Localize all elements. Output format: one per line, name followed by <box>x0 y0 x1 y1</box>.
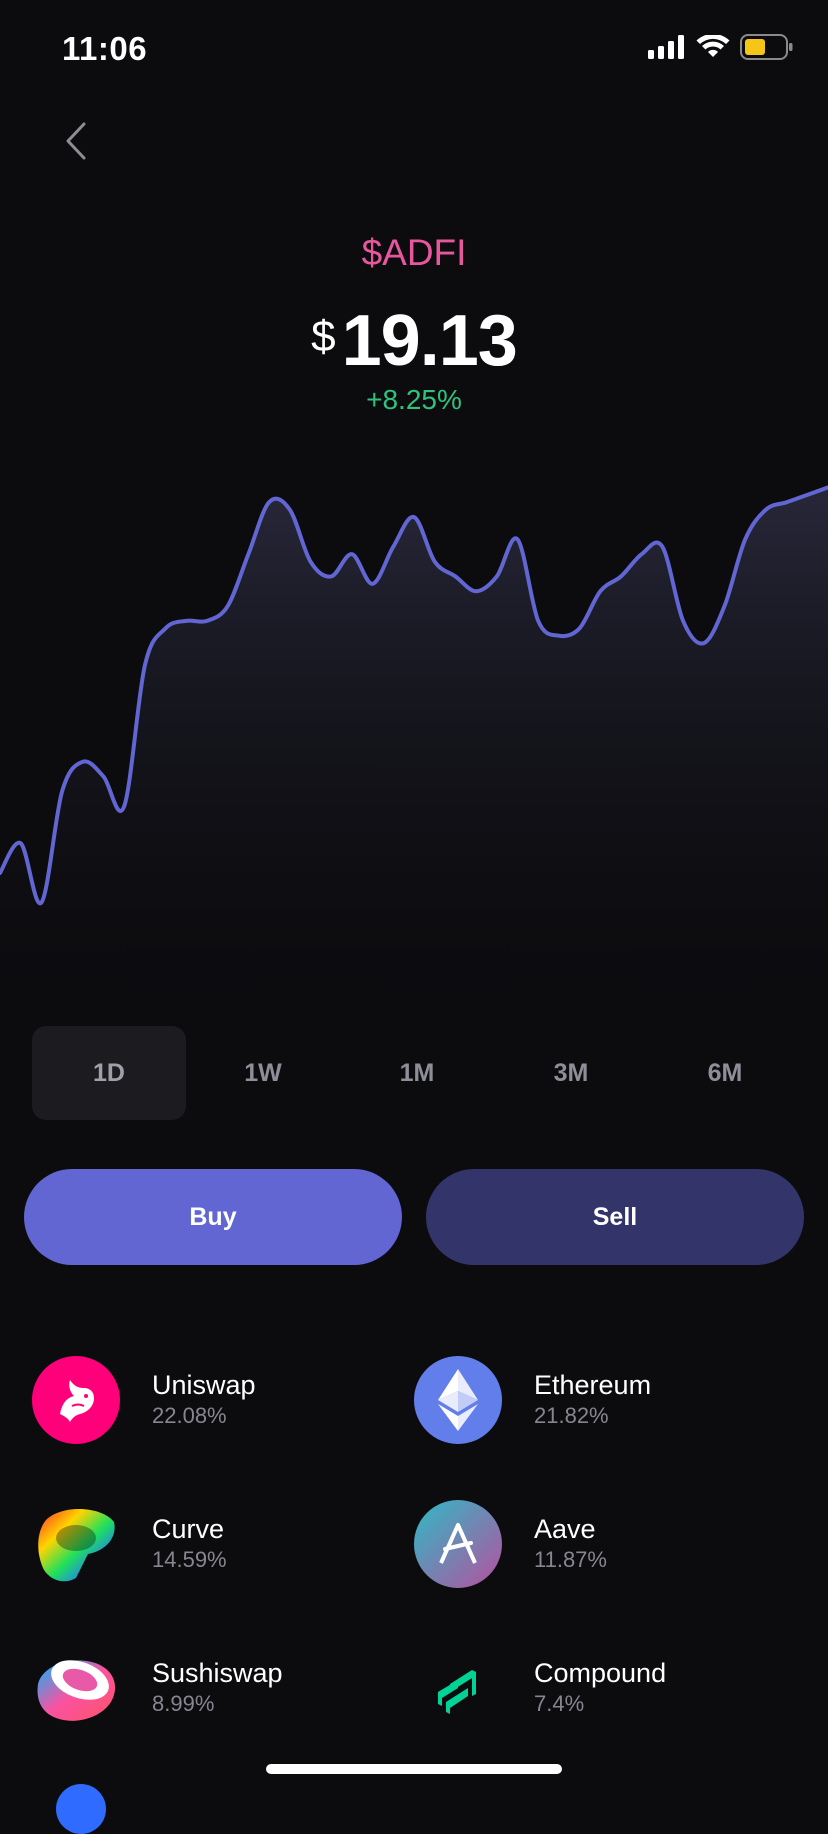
home-indicator <box>266 1764 562 1774</box>
price-currency: $ <box>311 312 336 361</box>
asset-item-uniswap[interactable]: Uniswap 22.08% <box>32 1356 414 1444</box>
asset-percent: 8.99% <box>152 1691 215 1716</box>
asset-name: Aave <box>534 1514 596 1544</box>
ethereum-icon <box>414 1356 502 1444</box>
asset-percent: 14.59% <box>152 1547 227 1572</box>
asset-name: Curve <box>152 1514 225 1544</box>
asset-item-ethereum[interactable]: Ethereum 21.82% <box>414 1356 802 1444</box>
asset-grid: Uniswap 22.08% Ethereum 21.82% <box>32 1356 802 1732</box>
range-tabs: 1D 1W 1M 3M 6M <box>32 1026 802 1120</box>
sushiswap-icon <box>32 1644 120 1732</box>
signal-icon <box>648 35 684 59</box>
token-ticker: $ADFI <box>361 232 467 273</box>
chart-area-fill <box>0 487 828 1030</box>
back-button[interactable] <box>56 116 96 166</box>
aave-icon <box>414 1500 502 1588</box>
asset-name: Compound <box>534 1658 667 1688</box>
status-icons <box>648 34 794 60</box>
price-chart[interactable] <box>0 440 828 1030</box>
asset-item-sushiswap[interactable]: Sushiswap 8.99% <box>32 1644 414 1732</box>
tab-6m[interactable]: 6M <box>707 1058 743 1087</box>
sell-button[interactable]: Sell <box>426 1169 804 1265</box>
status-bar: 11:06 <box>0 0 828 100</box>
asset-item-compound[interactable]: Compound 7.4% <box>414 1644 802 1732</box>
compound-icon <box>414 1644 502 1732</box>
asset-percent: 11.87% <box>534 1547 607 1572</box>
asset-name: Sushiswap <box>152 1658 283 1688</box>
asset-percent: 21.82% <box>534 1403 609 1428</box>
asset-name: Ethereum <box>534 1370 652 1400</box>
asset-name: Uniswap <box>152 1370 256 1400</box>
status-time: 11:06 <box>62 30 148 67</box>
asset-item-curve[interactable]: Curve 14.59% <box>32 1500 414 1588</box>
tab-1w[interactable]: 1W <box>244 1058 282 1087</box>
trade-actions: Buy Sell <box>24 1169 804 1265</box>
tab-1d[interactable]: 1D <box>32 1026 186 1120</box>
uniswap-icon <box>32 1356 120 1444</box>
price-change: +8.25% <box>366 384 462 415</box>
wifi-icon <box>696 35 730 57</box>
battery-icon <box>740 34 793 60</box>
tab-1m[interactable]: 1M <box>399 1058 435 1087</box>
price-value: 19.13 <box>341 301 518 381</box>
asset-item-aave[interactable]: Aave 11.87% <box>414 1500 802 1588</box>
buy-button[interactable]: Buy <box>24 1169 402 1265</box>
chart-series-line <box>0 485 828 906</box>
curve-icon <box>32 1500 120 1588</box>
chevron-left-icon <box>66 122 86 160</box>
asset-percent: 22.08% <box>152 1403 227 1428</box>
token-price: $ 19.13 <box>0 300 828 382</box>
tab-3m[interactable]: 3M <box>553 1058 589 1087</box>
asset-percent: 7.4% <box>534 1691 585 1716</box>
